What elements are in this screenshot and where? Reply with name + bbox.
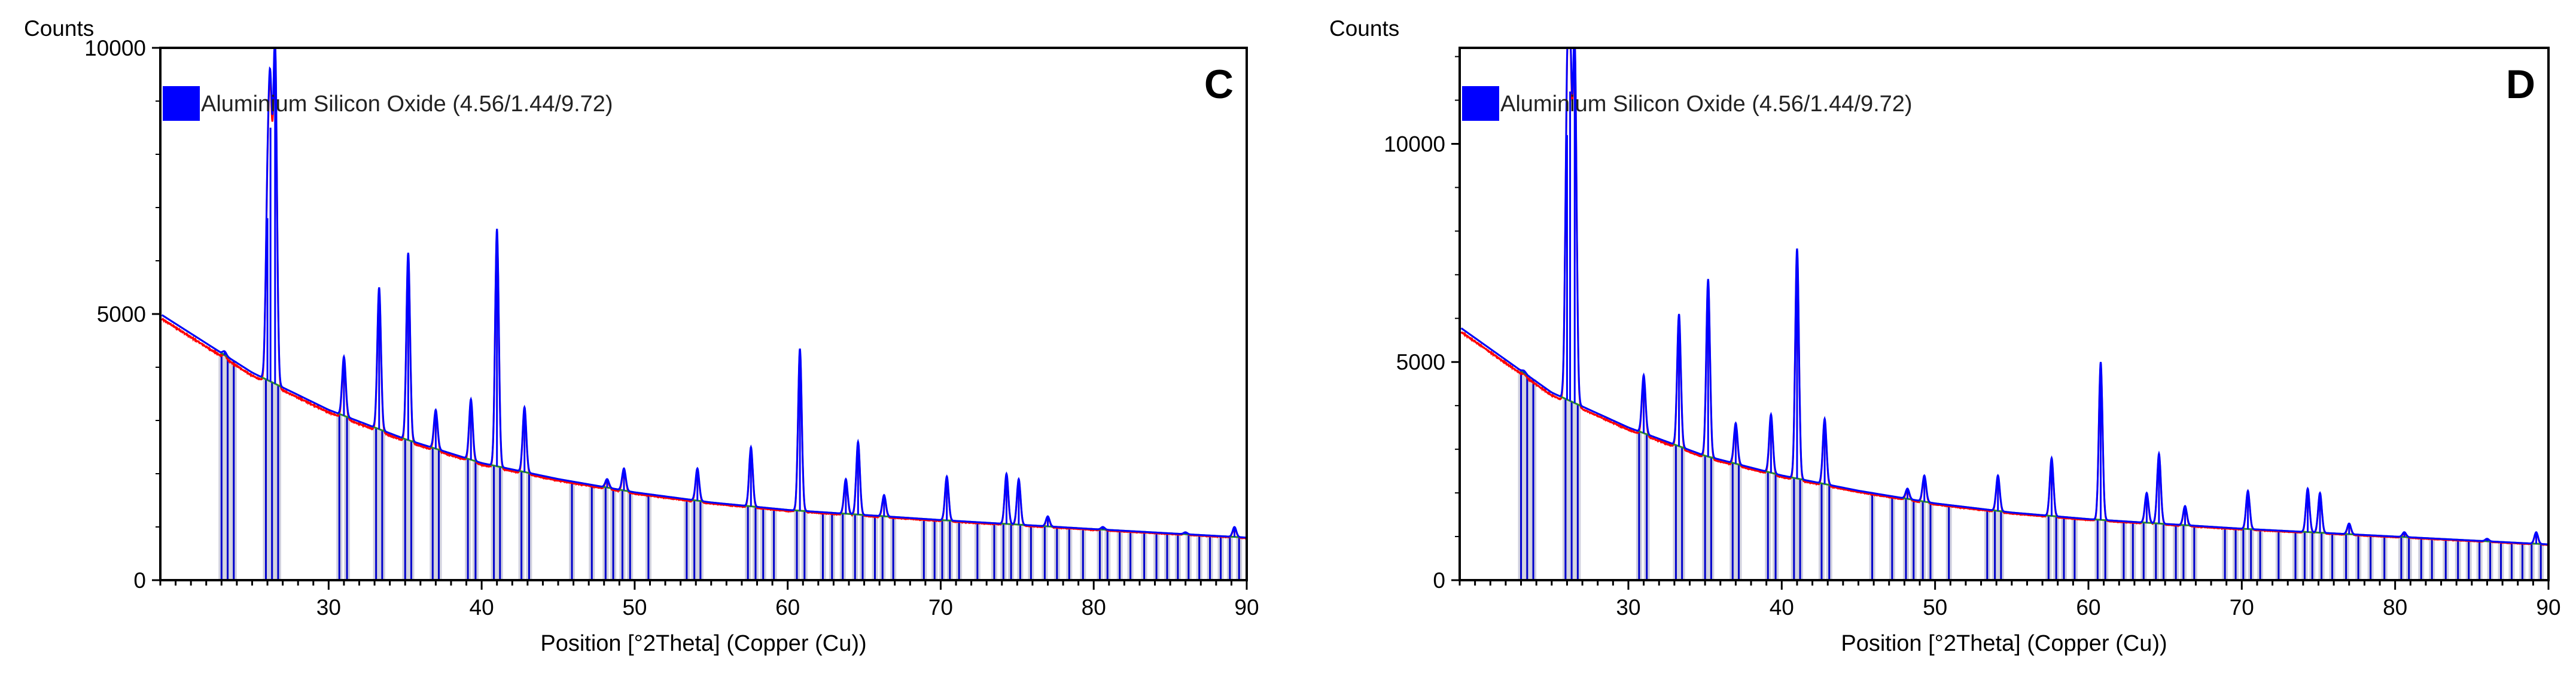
x-axis-title: Position [°2Theta] (Copper (Cu)) — [540, 631, 866, 656]
x-tick-label: 90 — [1234, 595, 1259, 620]
legend-swatch — [1462, 86, 1499, 121]
y-axis-title: Counts — [24, 16, 94, 41]
x-tick-label: 50 — [622, 595, 647, 620]
x-tick-label: 90 — [2536, 595, 2560, 620]
x-tick-label: 80 — [1082, 595, 1106, 620]
y-axis-title: Counts — [1329, 16, 1399, 41]
peak-markers — [223, 48, 1236, 537]
legend-label: Aluminium Silicon Oxide (4.56/1.44/9.72) — [1500, 92, 1913, 117]
legend: Aluminium Silicon Oxide (4.56/1.44/9.72) — [1462, 86, 1913, 121]
y-tick-label: 10000 — [1384, 132, 1445, 156]
y-tick-label: 5000 — [97, 302, 146, 327]
x-tick-label: 30 — [316, 595, 341, 620]
y-tick-label: 0 — [1433, 568, 1445, 593]
reference-sticks — [1518, 370, 2544, 580]
x-tick-label: 50 — [1923, 595, 1947, 620]
y-tick-label: 10000 — [84, 36, 146, 60]
x-tick-label: 60 — [775, 595, 800, 620]
legend-label: Aluminium Silicon Oxide (4.56/1.44/9.72) — [201, 92, 613, 117]
y-axis: 0 5000 10000 Counts — [1329, 16, 1460, 593]
x-tick-label: 80 — [2383, 595, 2407, 620]
x-tick-label: 40 — [470, 595, 494, 620]
reference-sticks — [218, 353, 1243, 580]
panel-letter: D — [2506, 62, 2535, 107]
plot-area — [1460, 48, 2548, 580]
x-tick-label: 60 — [2076, 595, 2100, 620]
y-tick-label: 5000 — [1396, 350, 1445, 374]
panel-C: 30 40 50 60 70 80 90 Position [°2Theta] (Copper… — [24, 16, 1259, 656]
x-tick-label: 30 — [1616, 595, 1640, 620]
x-axis-title: Position [°2Theta] (Copper (Cu)) — [1841, 631, 2167, 656]
legend: Aluminium Silicon Oxide (4.56/1.44/9.72) — [163, 86, 613, 121]
peak-markers — [1523, 48, 2537, 544]
calculated-profile-line — [161, 47, 1247, 539]
panel-letter: C — [1204, 62, 1234, 107]
x-axis: 30 40 50 60 70 80 90 Position [°2Theta] (Copper… — [159, 580, 1259, 656]
calculated-profile-line — [1460, 47, 2548, 545]
plot-frame — [1458, 47, 2550, 581]
legend-swatch — [163, 86, 200, 121]
y-tick-label: 0 — [133, 568, 146, 593]
x-tick-label: 40 — [1770, 595, 1794, 620]
x-tick-label: 70 — [2230, 595, 2254, 620]
x-tick-label: 70 — [928, 595, 953, 620]
panel-D: 30 40 50 60 70 80 90 Position [°2Theta] (Copper… — [1329, 16, 2561, 656]
x-axis: 30 40 50 60 70 80 90 Position [°2Theta] (Copper… — [1458, 580, 2561, 656]
